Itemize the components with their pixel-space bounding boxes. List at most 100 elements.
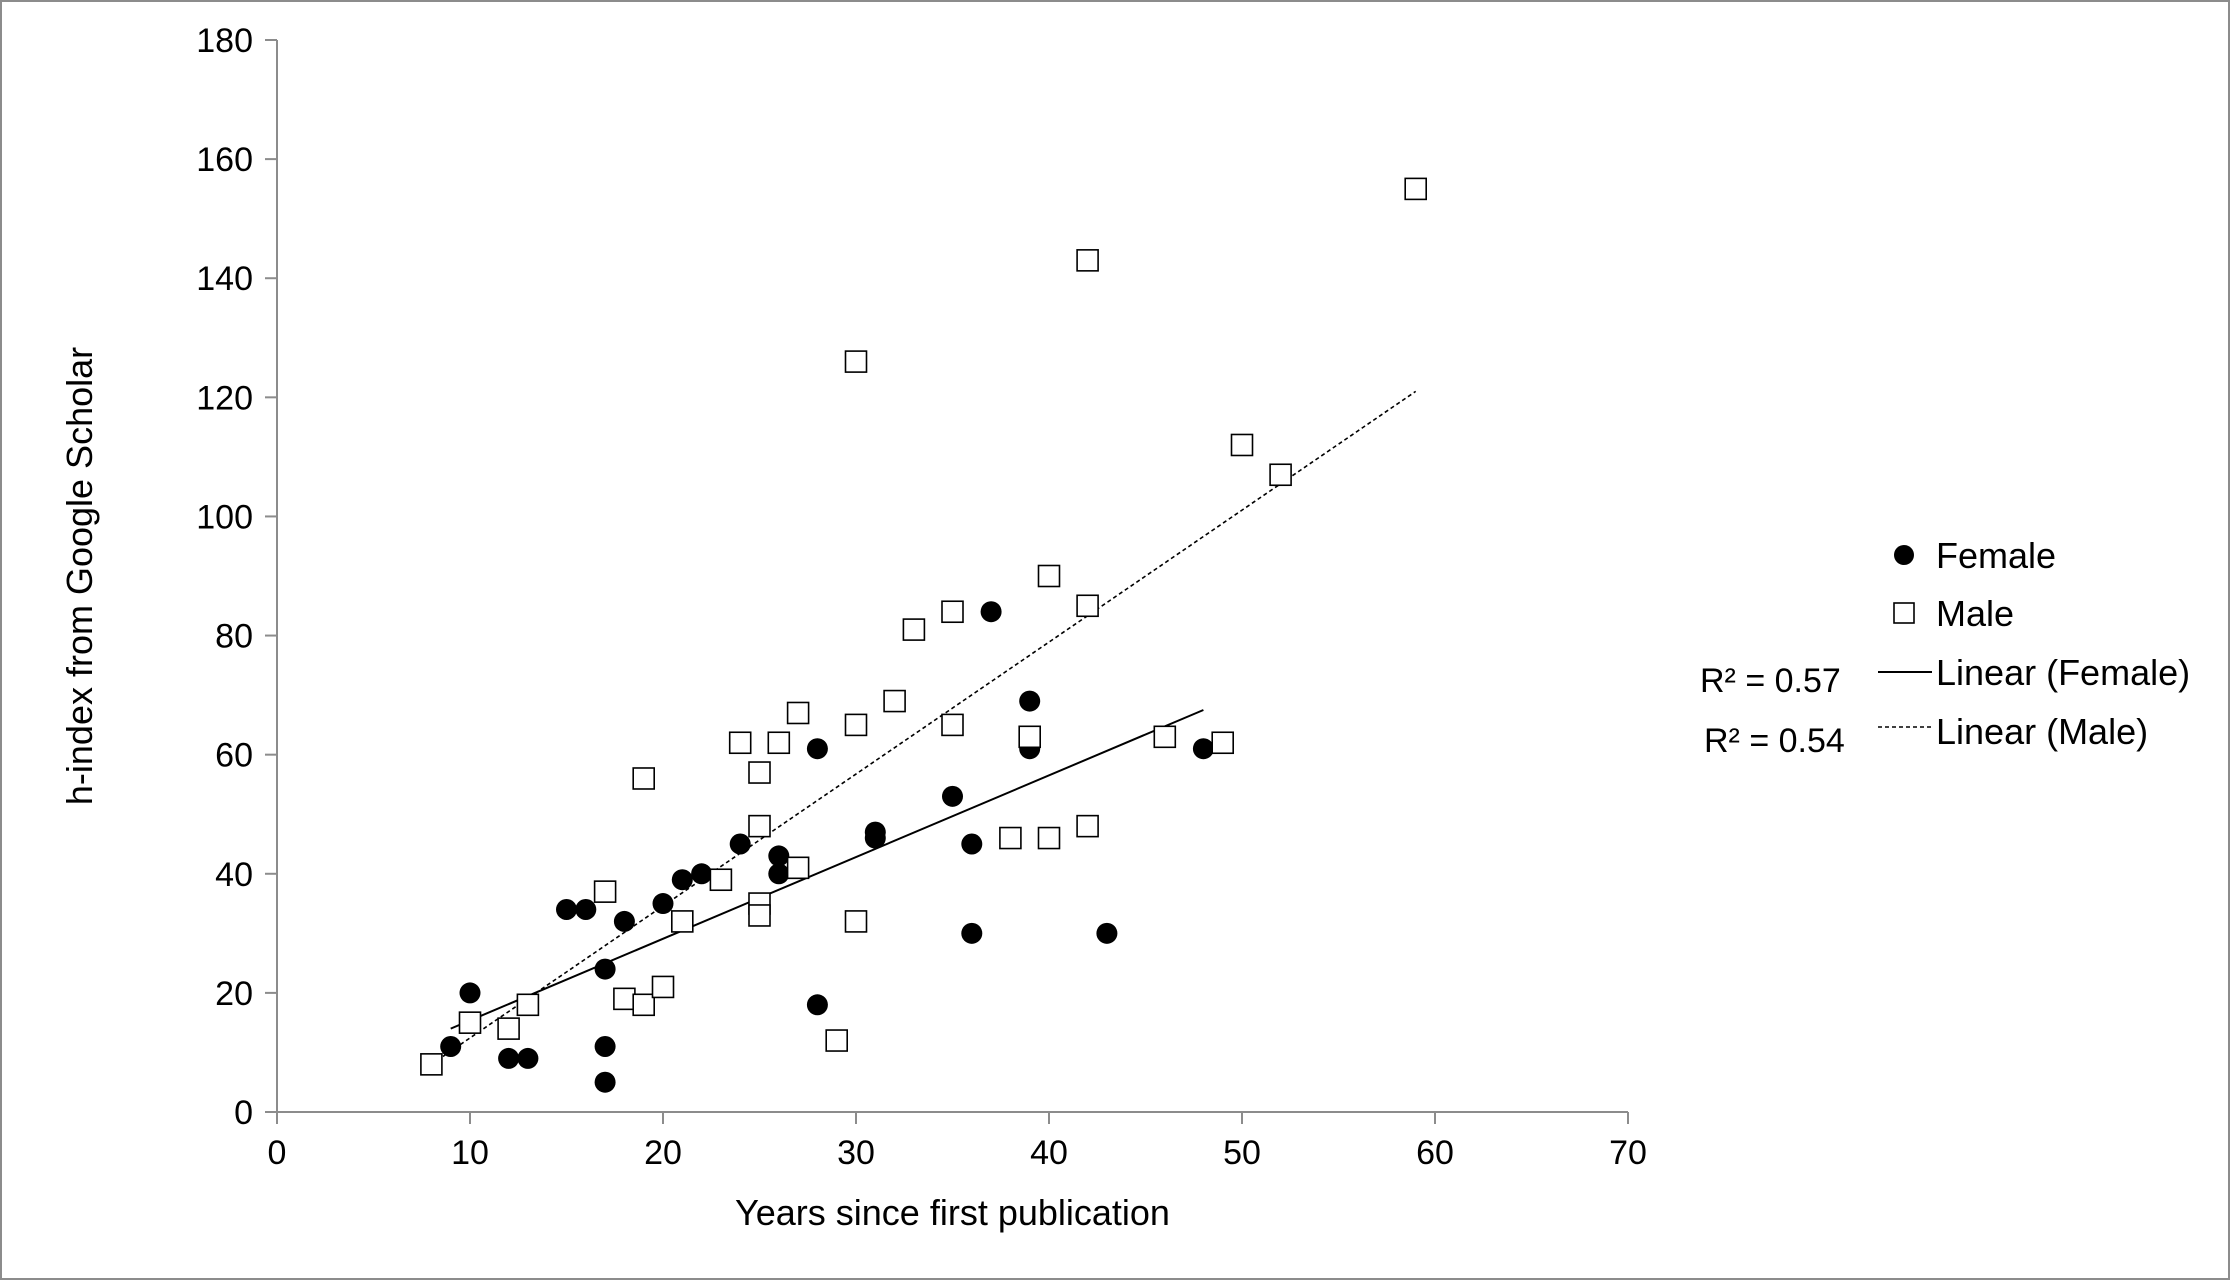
female-point: [556, 899, 577, 921]
female-point: [980, 601, 1002, 623]
female-point: [594, 1071, 616, 1093]
female-point: [652, 893, 674, 915]
male-point: [941, 713, 964, 737]
x-tick-label: 60: [1416, 1134, 1454, 1172]
legend-linear-female-label: Linear (Female): [1936, 652, 2190, 693]
male-point: [748, 904, 771, 927]
x-tick-label: 40: [1030, 1134, 1068, 1172]
male-point: [844, 713, 868, 737]
female-point: [575, 899, 597, 921]
data-points: [420, 177, 1427, 1093]
x-tick-label: 30: [837, 1134, 875, 1172]
female-point: [517, 1047, 539, 1069]
female-point: [691, 863, 713, 885]
male-point: [786, 856, 810, 880]
female-point: [459, 982, 481, 1004]
male-point: [670, 910, 694, 933]
male-point: [709, 868, 733, 892]
male-point: [1076, 594, 1099, 618]
male-point: [458, 1011, 482, 1034]
female-point: [768, 863, 790, 885]
y-axis-title: h-index from Google Scholar: [59, 347, 100, 805]
male-point: [632, 767, 656, 790]
male-point: [1269, 463, 1292, 487]
male-point: [420, 1053, 443, 1076]
male-point: [999, 826, 1022, 850]
female-point: [1096, 922, 1118, 944]
female-point: [961, 922, 983, 944]
female-point: [942, 785, 963, 807]
x-tick-label: 50: [1223, 1134, 1261, 1172]
male-point: [748, 814, 771, 838]
female-point: [671, 869, 693, 891]
r2-female-label: R² = 0.57: [1700, 662, 1841, 700]
female-point: [613, 910, 635, 932]
male-point: [1404, 177, 1427, 201]
female-point: [961, 833, 983, 855]
male-point: [902, 618, 926, 641]
female-point: [806, 994, 828, 1016]
male-point: [1076, 249, 1099, 272]
y-tick-label: 80: [215, 618, 253, 656]
male-point: [497, 1017, 520, 1040]
female-point: [1019, 690, 1041, 712]
male-point: [1211, 731, 1234, 755]
y-tick-label: 140: [196, 260, 253, 298]
y-tick-label: 20: [215, 975, 253, 1013]
legend-linear-male-label: Linear (Male): [1936, 711, 2148, 752]
female-point: [498, 1047, 520, 1069]
female-point: [864, 827, 886, 849]
legend-female-label: Female: [1936, 535, 2056, 576]
male-point: [1018, 725, 1042, 749]
r2-male-label: R² = 0.54: [1704, 722, 1845, 760]
male-point: [1076, 814, 1099, 838]
male-point: [632, 993, 656, 1017]
male-point: [1037, 564, 1061, 588]
male-point: [1230, 433, 1254, 457]
y-tick-label: 100: [196, 498, 253, 536]
trendline-male: [430, 390, 1417, 1066]
male-point: [613, 987, 636, 1011]
legend: Female Male Linear (Female) Linear (Male) R²…: [1700, 535, 2190, 760]
y-tick-label: 60: [215, 737, 253, 775]
male-point: [825, 1029, 849, 1052]
y-tick-label: 180: [196, 22, 253, 60]
female-point: [440, 1035, 462, 1057]
y-tick-label: 160: [196, 141, 253, 179]
male-point: [593, 880, 617, 903]
x-axis-title: Years since first publication: [735, 1192, 1170, 1233]
female-point: [768, 845, 790, 867]
trendline-female: [450, 709, 1204, 1030]
male-point: [883, 689, 906, 713]
trendlines: [430, 390, 1417, 1066]
legend-male-label: Male: [1936, 593, 2014, 634]
x-tick-label: 0: [268, 1134, 287, 1172]
x-tick-label: 10: [451, 1134, 489, 1172]
female-point: [594, 958, 616, 980]
y-tick-label: 0: [234, 1094, 253, 1132]
male-point: [728, 731, 752, 755]
female-point: [729, 833, 751, 855]
female-point: [594, 1035, 616, 1057]
male-point: [941, 600, 964, 624]
legend-male-marker: [1893, 602, 1915, 624]
male-point: [786, 701, 810, 725]
male-point: [516, 993, 540, 1017]
female-point: [806, 738, 828, 760]
y-tick-label: 40: [215, 856, 253, 894]
y-tick-label: 120: [196, 379, 253, 417]
male-point: [767, 731, 791, 755]
male-point: [651, 975, 675, 999]
legend-female-marker: [1894, 545, 1914, 565]
male-point: [844, 350, 868, 373]
axes: 0 20 40 60 80 100 120 140 160 180 0 10 20 30 40 50 60 70: [196, 22, 1647, 1172]
male-point: [748, 761, 771, 784]
male-point: [1153, 725, 1177, 749]
male-point: [1037, 826, 1061, 850]
x-tick-label: 70: [1609, 1134, 1647, 1172]
male-point: [844, 910, 868, 933]
x-tick-label: 20: [644, 1134, 682, 1172]
female-point: [1192, 738, 1214, 760]
